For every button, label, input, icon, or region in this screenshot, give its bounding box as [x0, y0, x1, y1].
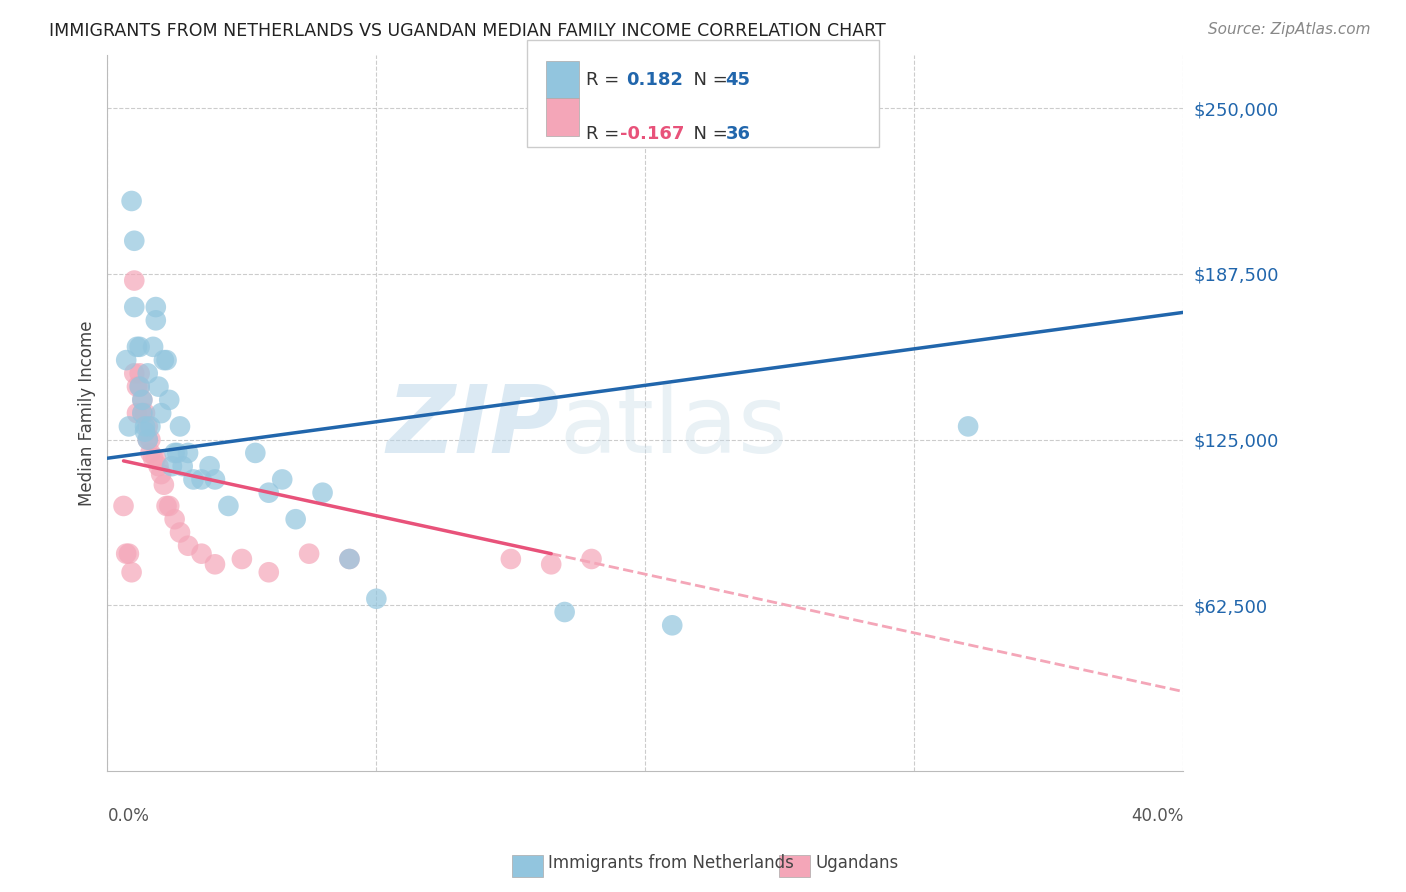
Text: atlas: atlas	[560, 382, 787, 474]
Point	[177, 446, 200, 460]
Text: Source: ZipAtlas.com: Source: ZipAtlas.com	[1208, 22, 1371, 37]
Point	[145, 313, 167, 327]
Text: Immigrants from Netherlands: Immigrants from Netherlands	[548, 855, 794, 872]
Point	[177, 539, 200, 553]
Point	[124, 367, 146, 381]
Text: 36: 36	[725, 125, 751, 143]
Point	[298, 547, 321, 561]
Point	[131, 406, 153, 420]
Text: N =: N =	[682, 71, 734, 89]
Point	[231, 552, 253, 566]
Point	[160, 459, 183, 474]
Point	[257, 485, 280, 500]
Point	[554, 605, 576, 619]
Point	[245, 446, 267, 460]
Point	[136, 433, 159, 447]
Point	[125, 340, 148, 354]
Point	[125, 406, 148, 420]
Y-axis label: Median Family Income: Median Family Income	[79, 320, 96, 506]
Point	[139, 433, 162, 447]
Point	[115, 547, 138, 561]
Text: 0.182: 0.182	[626, 71, 683, 89]
Point	[128, 367, 150, 381]
Point	[128, 340, 150, 354]
Point	[257, 566, 280, 580]
Point	[661, 618, 683, 632]
Point	[169, 419, 191, 434]
Point	[150, 467, 173, 482]
Text: -0.167: -0.167	[620, 125, 685, 143]
Text: R =: R =	[586, 125, 626, 143]
Point	[499, 552, 522, 566]
Point	[145, 451, 167, 466]
Text: ZIP: ZIP	[387, 382, 560, 474]
Point	[190, 472, 212, 486]
Point	[155, 499, 177, 513]
Point	[134, 425, 156, 439]
Text: 40.0%: 40.0%	[1130, 807, 1184, 825]
Point	[136, 419, 159, 434]
Point	[115, 353, 138, 368]
Point	[311, 485, 333, 500]
Point	[198, 459, 221, 474]
Point	[540, 558, 562, 572]
Text: IMMIGRANTS FROM NETHERLANDS VS UGANDAN MEDIAN FAMILY INCOME CORRELATION CHART: IMMIGRANTS FROM NETHERLANDS VS UGANDAN M…	[49, 22, 886, 40]
Point	[134, 406, 156, 420]
Point	[131, 392, 153, 407]
Point	[339, 552, 361, 566]
Point	[183, 472, 205, 486]
Point	[136, 367, 159, 381]
Point	[204, 558, 226, 572]
Point	[217, 499, 239, 513]
Point	[204, 472, 226, 486]
Text: R =: R =	[586, 71, 626, 89]
Point	[121, 194, 143, 208]
Point	[118, 547, 141, 561]
Text: 0.0%: 0.0%	[107, 807, 149, 825]
Point	[142, 340, 165, 354]
Point	[112, 499, 135, 513]
Point	[169, 525, 191, 540]
Point	[124, 274, 146, 288]
Point	[136, 433, 159, 447]
Point	[139, 419, 162, 434]
Point	[131, 406, 153, 420]
Point	[172, 459, 194, 474]
Point	[849, 128, 872, 142]
Point	[148, 459, 170, 474]
Point	[142, 451, 165, 466]
Point	[128, 379, 150, 393]
Point	[153, 353, 176, 368]
Point	[145, 300, 167, 314]
Point	[166, 446, 188, 460]
Point	[128, 379, 150, 393]
Point	[155, 353, 177, 368]
Point	[125, 379, 148, 393]
Text: Ugandans: Ugandans	[815, 855, 898, 872]
Point	[339, 552, 361, 566]
Point	[153, 477, 176, 491]
Point	[131, 392, 153, 407]
Point	[581, 552, 603, 566]
Point	[150, 406, 173, 420]
Text: N =: N =	[682, 125, 734, 143]
Point	[284, 512, 307, 526]
Point	[190, 547, 212, 561]
Text: 45: 45	[725, 71, 751, 89]
Point	[124, 300, 146, 314]
Point	[957, 419, 980, 434]
Point	[124, 234, 146, 248]
Point	[157, 499, 180, 513]
Point	[163, 446, 186, 460]
Point	[271, 472, 294, 486]
Point	[118, 419, 141, 434]
Point	[157, 392, 180, 407]
Point	[148, 379, 170, 393]
Point	[121, 566, 143, 580]
Point	[134, 419, 156, 434]
Point	[366, 591, 388, 606]
Point	[163, 512, 186, 526]
Point	[139, 446, 162, 460]
